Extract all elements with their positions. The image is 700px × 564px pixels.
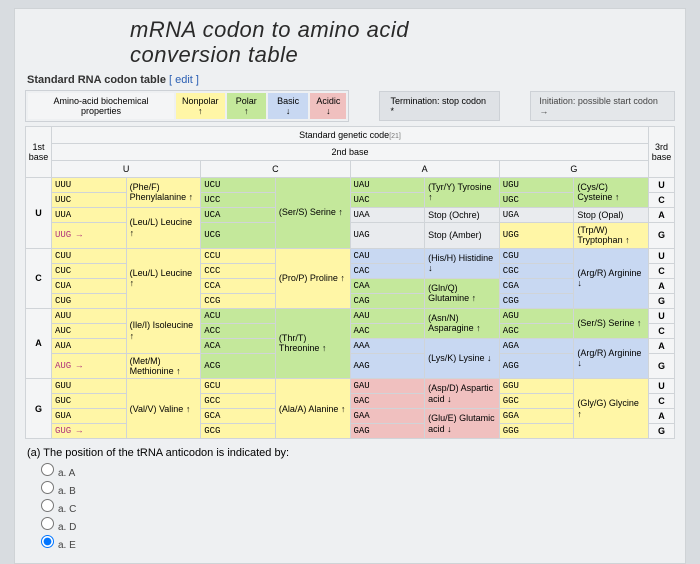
prop-nonpolar: Nonpolar↑ <box>176 93 225 119</box>
table-row: GGUU(Val/V) Valine ↑GCU(Ala/A) Alanine ↑… <box>26 379 675 394</box>
col-std-code: Standard genetic code[21] <box>52 126 649 143</box>
page-title: mRNA codon to amino acid conversion tabl… <box>130 17 675 68</box>
answer-option[interactable]: a. D <box>41 517 675 535</box>
row-3rd-base: U <box>649 248 675 263</box>
row-3rd-base: C <box>649 323 675 338</box>
row-3rd-base: U <box>649 177 675 192</box>
prop-acidic: Acidic↓ <box>310 93 346 119</box>
table-row: AAUU(Ile/I) Isoleucine ↑ACU(Thr/T) Threo… <box>26 308 675 323</box>
question-text: (a) The position of the tRNA anticodon i… <box>27 447 675 459</box>
col-1st-base: 1st base <box>26 126 52 177</box>
codon-table: 1st base Standard genetic code[21] 3rd b… <box>25 126 675 440</box>
termination-badge: Termination: stop codon * <box>379 91 500 121</box>
row-3rd-base: A <box>649 409 675 424</box>
prop-polar: Polar ↑ <box>227 93 266 119</box>
row-base: A <box>26 308 52 379</box>
initiation-badge: Initiation: possible start codon → <box>530 91 675 121</box>
table-row: CCUU(Leu/L) Leucine ↑CCU(Pro/P) Proline … <box>26 248 675 263</box>
row-3rd-base: G <box>649 424 675 439</box>
answer-option[interactable]: a. A <box>41 463 675 481</box>
row-3rd-base: A <box>649 207 675 222</box>
table-row: UUUU(Phe/F) Phenylalanine ↑UCU(Ser/S) Se… <box>26 177 675 192</box>
table-row: AUAACAAAA(Lys/K) Lysine ↓AGA(Arg/R) Argi… <box>26 338 675 353</box>
answer-option[interactable]: a. B <box>41 481 675 499</box>
edit-link[interactable]: [ edit ] <box>169 74 199 86</box>
answer-option[interactable]: a. E <box>41 535 675 553</box>
page-container: mRNA codon to amino acid conversion tabl… <box>14 8 686 564</box>
table-row: UUG →UCGUAGStop (Amber)UGG(Trp/W) Trypto… <box>26 222 675 248</box>
col-U: U <box>52 160 201 177</box>
col-A: A <box>350 160 499 177</box>
col-2nd-base: 2nd base <box>52 143 649 160</box>
table-row: UUA(Leu/L) Leucine ↑UCAUAAStop (Ochre)UG… <box>26 207 675 222</box>
properties-label: Amino-acid biochemical properties <box>28 93 174 119</box>
row-base: C <box>26 248 52 308</box>
row-3rd-base: C <box>649 192 675 207</box>
row-3rd-base: C <box>649 394 675 409</box>
row-3rd-base: G <box>649 293 675 308</box>
row-3rd-base: G <box>649 353 675 379</box>
answer-option[interactable]: a. C <box>41 499 675 517</box>
col-G: G <box>499 160 648 177</box>
col-3rd-base: 3rd base <box>649 126 675 177</box>
row-3rd-base: G <box>649 222 675 248</box>
answer-options: a. Aa. Ba. Ca. Da. E <box>41 463 675 553</box>
properties-row: Amino-acid biochemical properties Nonpol… <box>25 90 675 122</box>
row-3rd-base: U <box>649 308 675 323</box>
col-C: C <box>201 160 350 177</box>
row-3rd-base: A <box>649 338 675 353</box>
prop-basic: Basic ↓ <box>268 93 308 119</box>
row-3rd-base: C <box>649 263 675 278</box>
row-base: U <box>26 177 52 248</box>
properties-table: Amino-acid biochemical properties Nonpol… <box>25 90 349 122</box>
row-3rd-base: A <box>649 278 675 293</box>
row-base: G <box>26 379 52 439</box>
row-3rd-base: U <box>649 379 675 394</box>
section-subtitle: Standard RNA codon table [ edit ] <box>27 74 675 86</box>
